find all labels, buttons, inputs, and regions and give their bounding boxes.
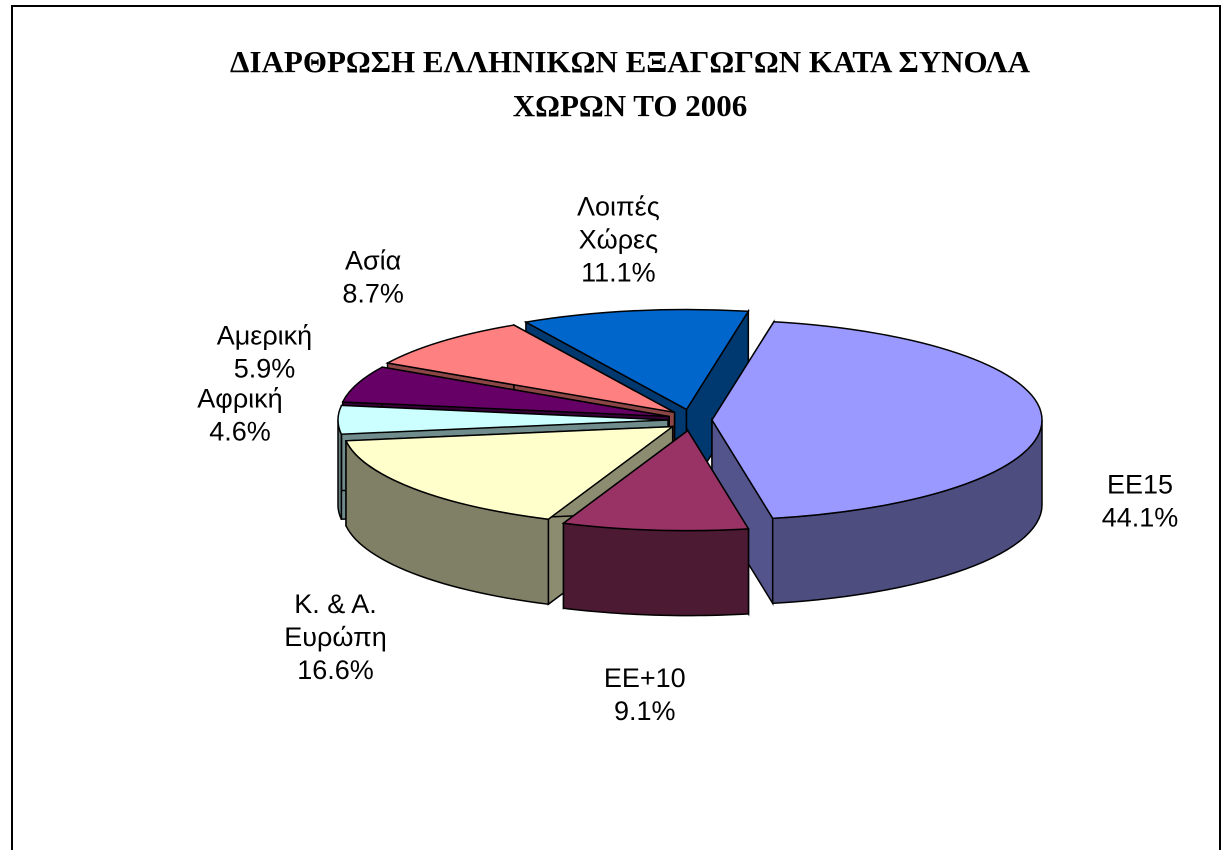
slice-category-label: Ασία [345,246,401,276]
slice-category-label: Λοιπές Χώρες [577,191,660,254]
slice-category-label: ΕΕ+10 [604,663,686,693]
chart-title: ΔΙΑΡΘΡΩΣΗ ΕΛΛΗΝΙΚΩΝ ΕΞΑΓΩΓΩΝ ΚΑΤΑ ΣΥΝΟΛΑ… [230,44,1031,123]
pie-3d [337,308,1043,617]
slice [561,429,750,532]
slice-category-label: ΕΕ15 [1107,469,1173,499]
slice-value-label: 9.1% [614,696,676,726]
slice-side [562,522,750,617]
slice-value-label: 4.6% [209,417,271,447]
slice [344,425,676,520]
slice [523,308,750,411]
slice-category-label: Αμερική [217,321,312,351]
slice-value-label: 8.7% [342,279,404,309]
slice-value-label: 5.9% [234,354,296,384]
slice [341,366,670,418]
slice-value-label: 16.6% [297,655,374,685]
slice-value-label: 11.1% [581,257,656,287]
slice [337,404,669,435]
slice-category-label: Αφρική [197,384,282,414]
slice-category-label: Κ. & Α. Ευρώπη [284,589,386,652]
slice [711,321,1043,520]
slice-value-label: 44.1% [1102,502,1179,532]
slice [385,324,675,414]
